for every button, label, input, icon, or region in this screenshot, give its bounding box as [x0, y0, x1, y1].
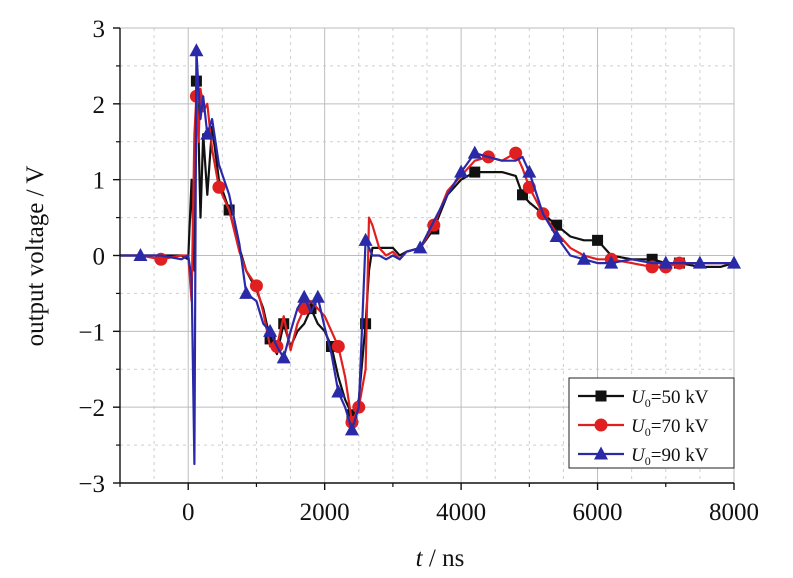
y-axis-title: output voltage / V — [22, 166, 49, 347]
data-point-1 — [264, 333, 276, 345]
y-tick-label: −2 — [78, 395, 105, 422]
data-point-3 — [522, 164, 537, 178]
data-point-1 — [325, 341, 337, 352]
y-tick-label: 3 — [93, 16, 106, 43]
data-point-3 — [692, 255, 707, 269]
ticks: −3 −2 −1 0 1 2 3 0 2000 4000 6000 8000 — [78, 16, 759, 526]
y-tick-label: −1 — [78, 319, 105, 346]
series-line-3 — [120, 49, 734, 466]
data-point-2 — [212, 180, 226, 194]
data-point-1 — [551, 219, 563, 231]
data-point-3 — [454, 164, 469, 178]
data-point-3 — [549, 229, 564, 243]
x-axis-var: t — [416, 545, 424, 572]
x-axis-title: t / ns — [416, 545, 465, 572]
data-point-3 — [413, 240, 428, 254]
data-point-1 — [646, 253, 658, 265]
x-tick-label: 2000 — [300, 499, 350, 526]
data-point-3 — [604, 255, 619, 269]
data-point-3 — [576, 251, 591, 265]
data-point-3 — [239, 285, 254, 299]
legend-marker-3 — [594, 446, 608, 460]
data-point-1 — [592, 234, 604, 246]
x-axis-unit: / ns — [423, 545, 465, 572]
data-point-3 — [310, 289, 325, 303]
x-tick-label: 6000 — [573, 499, 623, 526]
data-point-3 — [133, 248, 148, 261]
data-point-3 — [331, 384, 346, 398]
data-point-3 — [276, 350, 291, 364]
data-point-3 — [344, 422, 359, 436]
data-point-1 — [517, 189, 529, 201]
legend-label-3: U0=90 kV — [631, 445, 709, 468]
x-tick-label: 8000 — [709, 499, 759, 526]
data-point-3 — [358, 232, 373, 246]
series-layer — [120, 43, 741, 466]
data-point-1 — [305, 303, 317, 315]
data-point-3 — [467, 145, 482, 159]
data-point-2 — [509, 146, 523, 160]
data-point-2 — [249, 279, 263, 293]
data-point-3 — [658, 255, 673, 269]
x-tick-label: 4000 — [436, 499, 486, 526]
legend-marker-2 — [594, 418, 608, 432]
y-tick-label: 1 — [93, 168, 106, 195]
legend-label-1: U0=50 kV — [631, 387, 709, 410]
data-point-3 — [200, 126, 215, 140]
y-tick-label: 2 — [93, 92, 106, 119]
data-point-3 — [263, 323, 278, 337]
legend-label-2: U0=70 kV — [631, 416, 709, 439]
data-point-3 — [727, 255, 741, 269]
data-point-1 — [278, 318, 290, 330]
data-point-3 — [189, 43, 204, 57]
y-tick-label: 0 — [93, 244, 106, 271]
data-point-2 — [331, 340, 345, 353]
legend-marker-1 — [595, 390, 607, 402]
legend: U0=50 kV U0=70 kV U0=90 kV — [568, 377, 735, 469]
data-point-3 — [297, 289, 312, 303]
data-point-1 — [469, 166, 481, 178]
y-tick-label: −3 — [78, 471, 105, 498]
x-tick-label: 0 — [182, 499, 195, 526]
